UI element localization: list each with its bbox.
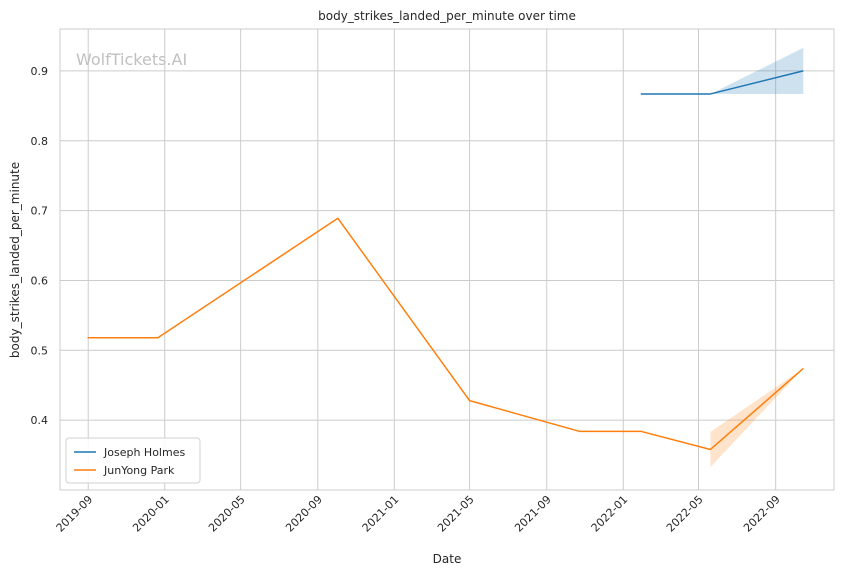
y-tick-label: 0.9	[31, 65, 49, 78]
x-tick-label: 2021-01	[360, 493, 402, 535]
x-tick-labels: 2019-09 2020-01 2020-05 2020-09 2021-01 2021-…	[54, 493, 783, 535]
y-tick-labels: 0.4 0.5 0.6 0.7 0.8 0.9	[31, 65, 49, 427]
y-tick-label: 0.7	[31, 205, 49, 218]
x-axis-label: Date	[433, 552, 462, 566]
x-tick-label: 2020-05	[206, 493, 248, 535]
legend-label: JunYong Park	[103, 464, 175, 477]
x-tick-label: 2021-09	[512, 493, 554, 535]
y-tick-label: 0.6	[31, 274, 49, 287]
grid-lines	[60, 29, 834, 490]
x-tick-label: 2022-01	[589, 493, 631, 535]
x-tick-label: 2019-09	[54, 493, 96, 535]
plot-frame	[59, 28, 835, 491]
chart-title: body_strikes_landed_per_minute over time	[318, 9, 576, 23]
x-tick-label: 2022-09	[741, 493, 783, 535]
series-line-0	[640, 70, 804, 95]
y-tick-label: 0.4	[31, 414, 49, 427]
x-tick-label: 2021-05	[435, 493, 477, 535]
y-axis-label: body_strikes_landed_per_minute	[8, 162, 22, 358]
y-tick-label: 0.5	[31, 344, 49, 357]
series-line-1	[87, 217, 804, 451]
y-tick-label: 0.8	[31, 135, 49, 148]
watermark: WolfTickets.AI	[76, 50, 187, 69]
legend: Joseph Holmes JunYong Park	[65, 437, 201, 484]
x-tick-label: 2020-01	[130, 493, 172, 535]
x-tick-label: 2022-05	[664, 493, 706, 535]
x-tick-label: 2020-09	[283, 493, 325, 535]
confidence-band-1	[710, 368, 804, 467]
confidence-bands	[710, 47, 804, 467]
confidence-band-0	[710, 47, 804, 94]
series-lines	[87, 70, 804, 451]
legend-box	[65, 437, 201, 484]
legend-label: Joseph Holmes	[103, 446, 185, 459]
